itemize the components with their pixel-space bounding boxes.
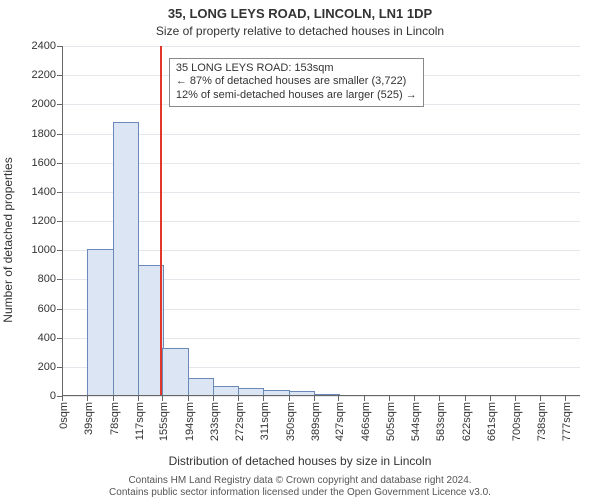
- x-tick: [364, 396, 365, 401]
- reference-line: [160, 46, 162, 396]
- histogram-bar: [162, 348, 188, 396]
- x-tick: [289, 396, 290, 401]
- annotation-box: 35 LONG LEYS ROAD: 153sqm← 87% of detach…: [169, 58, 424, 107]
- x-tick: [515, 396, 516, 401]
- x-tick: [338, 396, 339, 401]
- attribution-footer: Contains HM Land Registry data © Crown c…: [0, 475, 600, 498]
- y-tick-label: 1200: [32, 215, 62, 227]
- x-tick-label: 738sqm: [536, 402, 548, 441]
- gridline: [62, 46, 580, 47]
- x-tick-label: 78sqm: [109, 402, 121, 435]
- x-tick-label: 389sqm: [310, 402, 322, 441]
- gridline: [62, 192, 580, 193]
- x-tick: [162, 396, 163, 401]
- y-tick-label: 1400: [32, 186, 62, 198]
- x-tick-label: 777sqm: [561, 402, 573, 441]
- y-tick-label: 400: [38, 332, 62, 344]
- annotation-line: 12% of semi-detached houses are larger (…: [176, 89, 417, 103]
- x-tick: [213, 396, 214, 401]
- histogram-bar: [113, 122, 139, 396]
- y-axis-line: [62, 46, 63, 396]
- x-tick-label: 39sqm: [83, 402, 95, 435]
- x-tick-label: 194sqm: [184, 402, 196, 441]
- y-tick-label: 200: [38, 361, 62, 373]
- x-tick-label: 583sqm: [435, 402, 447, 441]
- y-tick-label: 600: [38, 303, 62, 315]
- footer-line-1: Contains HM Land Registry data © Crown c…: [0, 475, 600, 487]
- x-tick-label: 427sqm: [334, 402, 346, 441]
- y-axis-label: Number of detached properties: [1, 157, 15, 322]
- x-tick: [389, 396, 390, 401]
- histogram-bar: [87, 249, 113, 396]
- x-tick-label: 311sqm: [259, 402, 271, 440]
- gridline: [62, 134, 580, 135]
- x-tick: [439, 396, 440, 401]
- footer-line-2: Contains public sector information licen…: [0, 487, 600, 499]
- y-axis-label-wrap: Number of detached properties: [12, 0, 28, 430]
- x-tick: [314, 396, 315, 401]
- figure: 35, LONG LEYS ROAD, LINCOLN, LN1 1DP Siz…: [0, 0, 600, 500]
- x-tick-label: 272sqm: [234, 402, 246, 441]
- x-tick: [465, 396, 466, 401]
- x-tick-label: 0sqm: [58, 402, 70, 429]
- x-tick-label: 505sqm: [385, 402, 397, 441]
- x-tick: [263, 396, 264, 401]
- x-axis-label: Distribution of detached houses by size …: [0, 454, 600, 468]
- x-tick-label: 117sqm: [134, 402, 146, 440]
- x-tick: [238, 396, 239, 401]
- y-tick-label: 1800: [32, 128, 62, 140]
- annotation-line: 35 LONG LEYS ROAD: 153sqm: [176, 62, 417, 76]
- gridline: [62, 163, 580, 164]
- x-tick: [138, 396, 139, 401]
- x-tick-label: 700sqm: [511, 402, 523, 441]
- gridline: [62, 250, 580, 251]
- gridline: [62, 221, 580, 222]
- x-axis-line: [62, 395, 580, 396]
- x-tick-label: 350sqm: [285, 402, 297, 441]
- x-tick: [87, 396, 88, 401]
- y-tick-label: 2400: [32, 40, 62, 52]
- x-tick-label: 233sqm: [209, 402, 221, 441]
- x-tick-label: 622sqm: [461, 402, 473, 441]
- plot-inner: 0200400600800100012001400160018002000220…: [62, 46, 580, 396]
- y-tick-label: 800: [38, 273, 62, 285]
- x-tick-label: 544sqm: [410, 402, 422, 441]
- x-tick: [62, 396, 63, 401]
- y-tick-label: 1000: [32, 244, 62, 256]
- x-tick: [490, 396, 491, 401]
- histogram-bar: [188, 378, 214, 397]
- chart-subtitle: Size of property relative to detached ho…: [0, 24, 600, 38]
- plot-area: 0200400600800100012001400160018002000220…: [62, 46, 580, 396]
- y-tick-label: 2000: [32, 98, 62, 110]
- y-tick-label: 1600: [32, 157, 62, 169]
- x-tick: [540, 396, 541, 401]
- x-tick: [113, 396, 114, 401]
- y-tick-label: 2200: [32, 69, 62, 81]
- x-tick-label: 155sqm: [158, 402, 170, 441]
- annotation-line: ← 87% of detached houses are smaller (3,…: [176, 75, 417, 89]
- y-tick-label: 0: [50, 390, 62, 402]
- gridline: [62, 396, 580, 397]
- x-tick: [565, 396, 566, 401]
- x-tick-label: 661sqm: [486, 402, 498, 441]
- x-tick: [414, 396, 415, 401]
- x-tick: [188, 396, 189, 401]
- x-tick-label: 466sqm: [360, 402, 372, 441]
- chart-title: 35, LONG LEYS ROAD, LINCOLN, LN1 1DP: [0, 6, 600, 21]
